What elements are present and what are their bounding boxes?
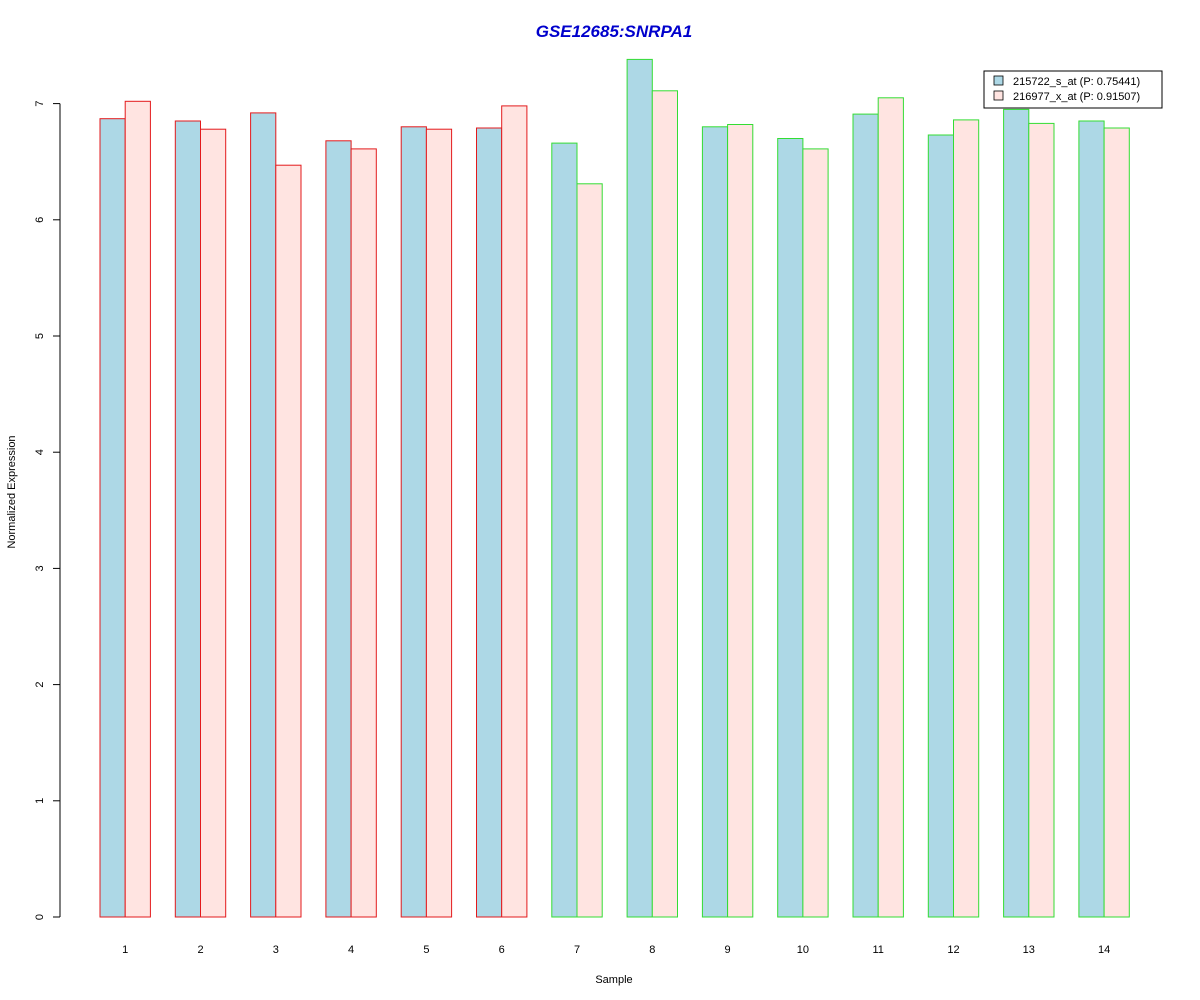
x-tick-label: 4 bbox=[348, 944, 354, 956]
bar-sample-11-series-2 bbox=[877, 97, 904, 918]
y-axis: 0 1 2 3 4 5 6 7 bbox=[34, 101, 61, 920]
bar-sample-11-series-1 bbox=[852, 113, 879, 918]
x-axis-labels: 1 2 3 4 5 6 7 8 9 10 11 12 13 14 bbox=[122, 944, 1110, 956]
x-tick-label: 10 bbox=[797, 944, 809, 956]
bar-sample-6-series-2 bbox=[501, 105, 528, 918]
chart-title: GSE12685:SNRPA1 bbox=[536, 22, 693, 41]
bar-sample-13-series-1 bbox=[1003, 108, 1030, 918]
bar-sample-3-series-2 bbox=[275, 164, 302, 918]
x-tick-label: 14 bbox=[1098, 944, 1110, 956]
bar-sample-13-series-2 bbox=[1028, 122, 1055, 918]
bar-sample-3-series-1 bbox=[250, 112, 277, 918]
y-tick-label: 1 bbox=[34, 798, 46, 804]
bar-sample-2-series-2 bbox=[200, 128, 227, 918]
bar-sample-4-series-1 bbox=[325, 140, 352, 918]
x-tick-label: 2 bbox=[197, 944, 203, 956]
bar-sample-5-series-1 bbox=[400, 126, 427, 918]
x-tick-label: 11 bbox=[872, 944, 883, 956]
x-tick-label: 6 bbox=[499, 944, 505, 956]
x-tick-label: 8 bbox=[649, 944, 655, 956]
legend-swatch-series-1 bbox=[993, 75, 1004, 86]
y-tick-label: 7 bbox=[34, 101, 46, 107]
bar-sample-14-series-1 bbox=[1078, 120, 1105, 918]
x-tick-label: 5 bbox=[423, 944, 429, 956]
x-axis-label: Sample bbox=[595, 974, 632, 986]
bar-sample-14-series-2 bbox=[1103, 127, 1130, 918]
bar-sample-8-series-1 bbox=[626, 58, 653, 918]
bar-sample-10-series-2 bbox=[802, 148, 829, 918]
x-tick-label: 3 bbox=[273, 944, 279, 956]
y-tick-label: 6 bbox=[34, 217, 46, 223]
y-tick-label: 2 bbox=[34, 682, 46, 688]
bar-sample-1-series-2 bbox=[124, 100, 151, 918]
legend-label-series-1: 215722_s_at (P: 0.75441) bbox=[1013, 76, 1140, 88]
bar-sample-7-series-1 bbox=[551, 142, 578, 918]
y-tick-label: 0 bbox=[34, 914, 46, 920]
legend: 215722_s_at (P: 0.75441) 216977_x_at (P:… bbox=[983, 70, 1163, 109]
bar-sample-6-series-1 bbox=[476, 127, 503, 918]
bar-sample-7-series-2 bbox=[576, 183, 603, 918]
x-tick-label: 9 bbox=[725, 944, 731, 956]
bar-sample-10-series-1 bbox=[777, 138, 804, 918]
bar-sample-9-series-1 bbox=[701, 126, 729, 918]
bar-sample-12-series-1 bbox=[927, 134, 954, 918]
bar-sample-12-series-2 bbox=[953, 119, 980, 918]
legend-label-series-2: 216977_x_at (P: 0.91507) bbox=[1013, 91, 1140, 103]
y-tick-label: 4 bbox=[34, 449, 46, 455]
bar-sample-2-series-1 bbox=[174, 120, 202, 918]
x-tick-label: 13 bbox=[1023, 944, 1035, 956]
y-axis-label: Normalized Expression bbox=[6, 435, 18, 548]
bar-sample-1-series-1 bbox=[99, 118, 126, 918]
x-tick-label: 12 bbox=[947, 944, 959, 956]
bar-sample-4-series-2 bbox=[350, 148, 377, 918]
x-tick-label: 1 bbox=[122, 944, 128, 956]
bar-sample-5-series-2 bbox=[425, 128, 453, 918]
x-tick-label: 7 bbox=[574, 944, 580, 956]
legend-swatch-series-2 bbox=[993, 90, 1004, 101]
y-tick-label: 3 bbox=[34, 565, 46, 571]
legend-box bbox=[983, 70, 1163, 109]
y-tick-label: 5 bbox=[34, 333, 46, 339]
bars-group bbox=[99, 58, 1130, 918]
bar-sample-9-series-2 bbox=[727, 124, 754, 918]
bar-sample-8-series-2 bbox=[651, 90, 678, 918]
